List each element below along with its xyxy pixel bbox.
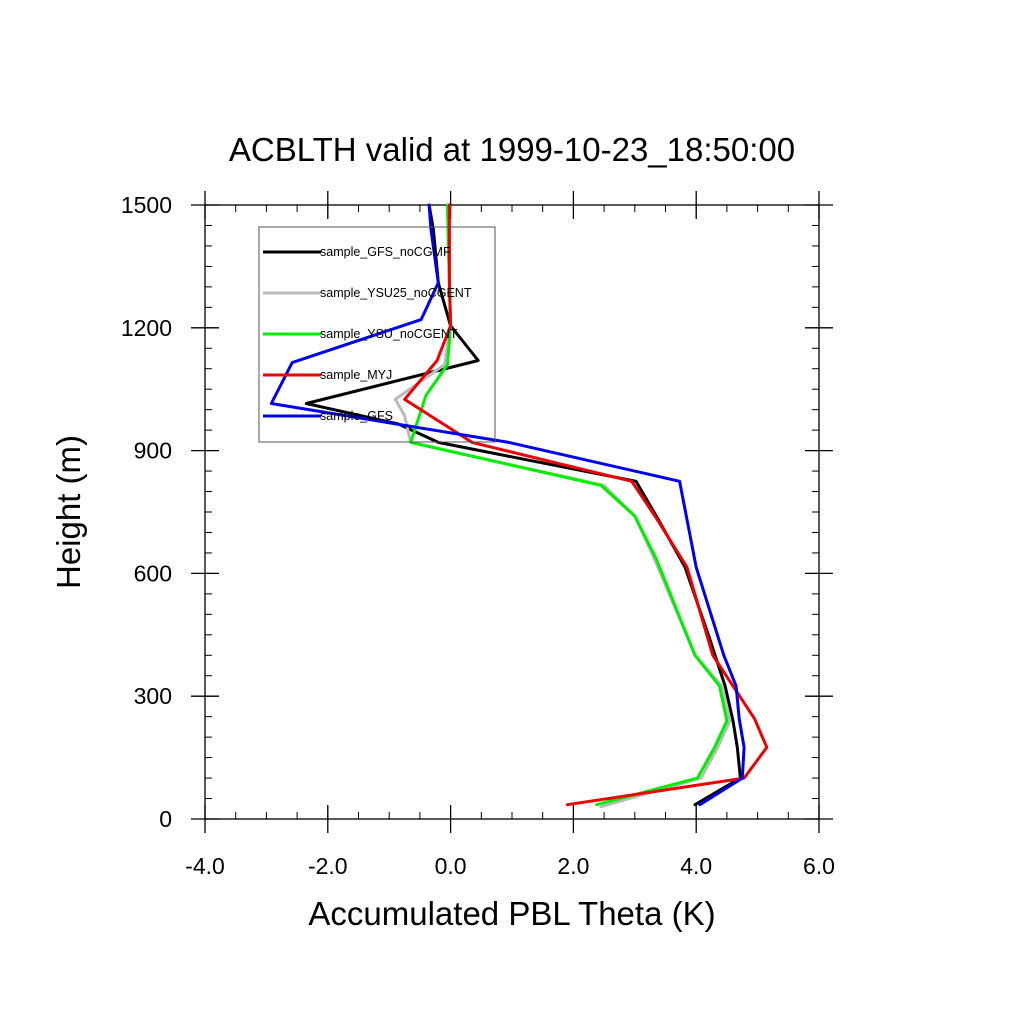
x-tick-label: 6.0 <box>803 853 835 879</box>
x-tick-label: -2.0 <box>308 853 348 879</box>
x-tick-label: 4.0 <box>680 853 712 879</box>
series-line-sample_MYJ <box>403 203 769 807</box>
x-tick-label: -4.0 <box>185 853 225 879</box>
x-tick-label: 0.0 <box>435 853 467 879</box>
series-line-sample_YSU_noCGENT <box>409 203 729 807</box>
legend-label: sample_GFS_noCGMF <box>320 245 451 259</box>
chart-title: ACBLTH valid at 1999-10-23_18:50:00 <box>229 131 795 168</box>
y-tick-label: 600 <box>134 560 172 586</box>
series-line-sample_GFS <box>269 203 746 807</box>
y-tick-label: 900 <box>134 438 172 464</box>
legend-label: sample_YSU25_noCGENT <box>320 286 472 300</box>
y-tick-label: 1500 <box>121 192 172 218</box>
tick-labels: -4.0 -2.0 0.0 2.0 4.0 6.0 0 300 600 900 1200 1500 <box>121 192 835 879</box>
series-lines <box>269 203 769 809</box>
x-axis-title: Accumulated PBL Theta (K) <box>308 895 715 932</box>
y-tick-label: 0 <box>159 806 172 832</box>
major-ticks <box>191 191 833 833</box>
y-tick-label: 300 <box>134 683 172 709</box>
legend-box <box>258 226 496 443</box>
series-line-sample_GFS_noCGMF <box>304 203 742 807</box>
legend-label: sample_MYJ <box>320 368 392 382</box>
legend-label: sample_GFS <box>320 409 393 423</box>
x-tick-label: 2.0 <box>557 853 589 879</box>
y-tick-label: 1200 <box>121 315 172 341</box>
y-axis-title: Height (m) <box>50 435 87 589</box>
legend-label: sample_YSU_noCGENT <box>320 327 458 341</box>
legend: sample_GFS_noCGMF sample_YSU25_noCGENTsam… <box>258 226 496 443</box>
